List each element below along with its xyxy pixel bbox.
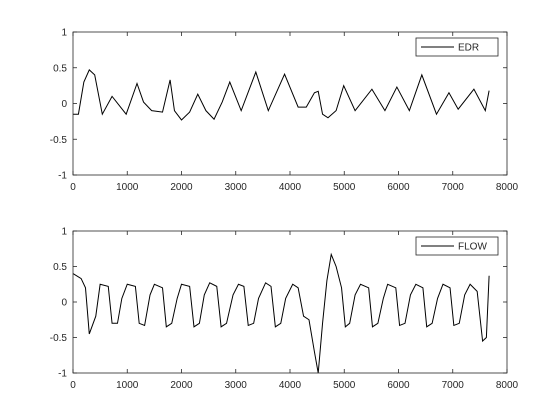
x-tick-label: 1000 [116,182,139,193]
legend-box [415,37,499,57]
legend-label: FLOW [458,242,487,253]
x-tick-label: 8000 [496,380,519,391]
x-tick-label: 6000 [387,182,410,193]
axes-frame [72,230,508,374]
x-tick-label: 8000 [496,182,519,193]
y-tick-label: -0.5 [50,135,68,146]
x-tick-label: 1000 [116,380,139,391]
data-line [72,252,490,374]
y-tick-label: 1 [61,227,67,238]
x-tick-label: 3000 [225,182,248,193]
y-tick-label: -1 [58,369,67,380]
x-tick-label: 4000 [279,182,302,193]
x-tick-label: 4000 [279,380,302,391]
x-tick-label: 3000 [225,380,248,391]
y-tick-label: 0.5 [53,262,67,273]
y-tick-label: -1 [58,171,67,182]
legend-label: EDR [458,43,479,54]
x-tick-label: 0 [70,380,76,391]
y-tick-label: -0.5 [50,333,68,344]
x-tick-label: 2000 [170,182,193,193]
x-tick-label: 2000 [170,380,193,391]
x-tick-label: 5000 [333,380,356,391]
axes: 0 1000 2000 3000 4000 5000 6000 7000 8000 -1 -0.5 0… [50,28,519,194]
x-tick-label: 7000 [442,182,465,193]
axes: 0 1000 2000 3000 4000 5000 6000 7000 8000 -1 -0.5 0… [50,227,519,392]
y-tick-label: 0.5 [53,63,67,74]
y-tick-label: 1 [61,28,67,39]
y-tick-label: 0 [61,298,67,309]
y-tick-label: 0 [61,99,67,110]
legend-box [415,236,499,256]
x-tick-label: 5000 [333,182,356,193]
x-tick-label: 0 [70,182,76,193]
data-line [73,69,490,121]
x-tick-label: 6000 [387,380,410,391]
x-tick-label: 7000 [442,380,465,391]
axes-frame [72,31,508,176]
